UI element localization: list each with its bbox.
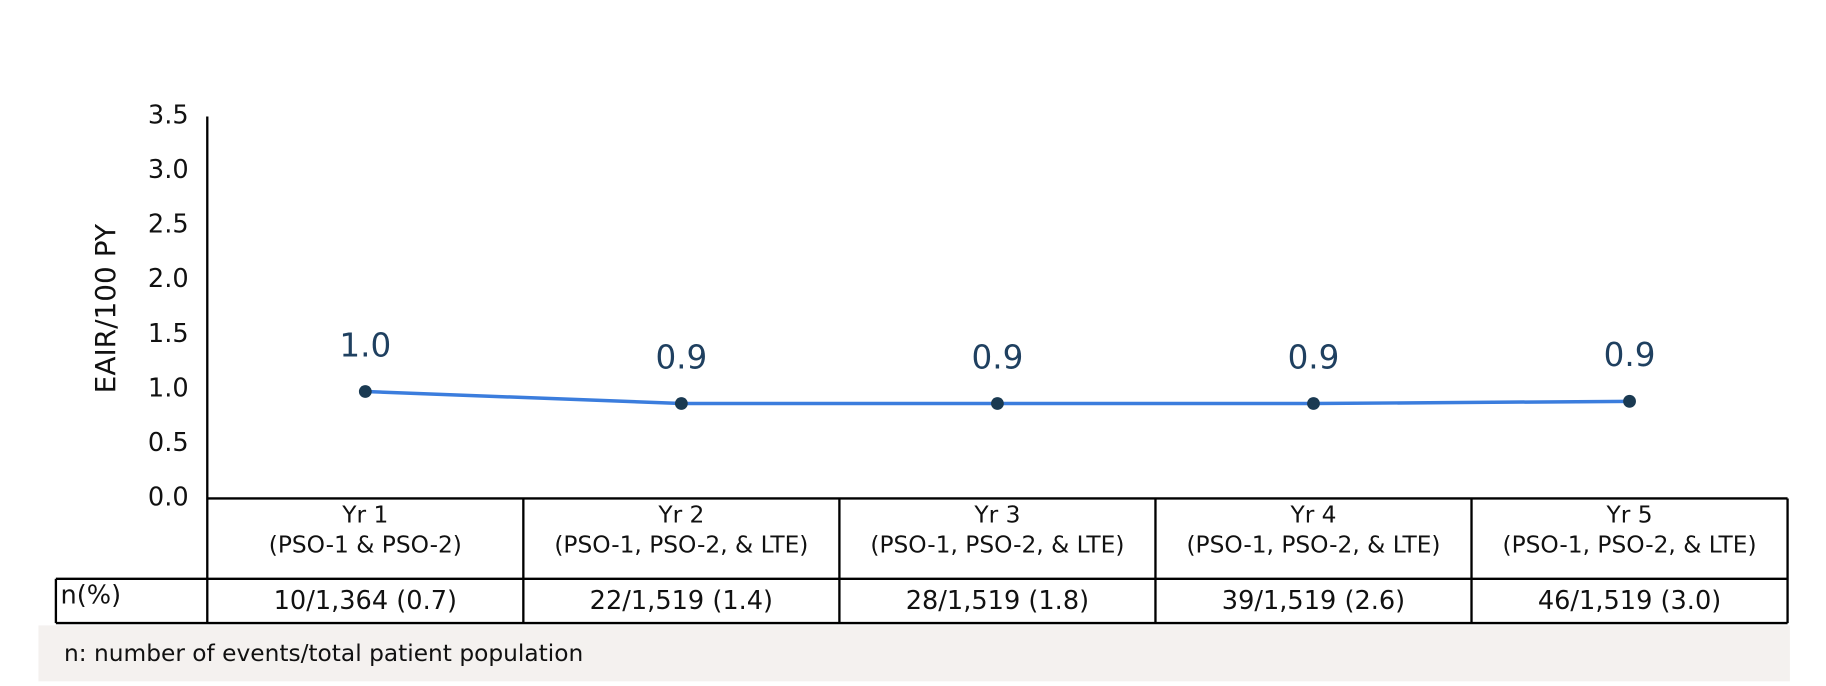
y-axis-label: EAIR/100 PY — [89, 223, 122, 393]
x-tick-label: (PSO-1, PSO-2, & LTE) — [554, 532, 808, 559]
y-tick-label: 0.5 — [148, 428, 189, 458]
table-cell: 22/1,519 (1.4) — [590, 586, 773, 616]
table-cell: 46/1,519 (3.0) — [1538, 586, 1721, 616]
y-tick-label: 1.0 — [148, 373, 189, 403]
footnote-box — [38, 625, 1790, 682]
value-label: 1.0 — [339, 326, 391, 364]
y-tick-label: 0.0 — [148, 482, 189, 512]
footnote: n: number of events/total patient popula… — [64, 640, 583, 667]
x-tick-label: (PSO-1, PSO-2, & LTE) — [1503, 532, 1757, 559]
y-tick-label: 3.0 — [148, 155, 189, 185]
point — [1307, 397, 1320, 410]
y-tick-label: 2.0 — [148, 264, 189, 294]
y-tick-label: 1.5 — [148, 319, 189, 349]
value-label: 0.9 — [1604, 336, 1656, 374]
value-label: 0.9 — [655, 338, 707, 376]
x-tick-label: Yr 1 — [341, 501, 388, 528]
x-tick-label: Yr 3 — [973, 501, 1020, 528]
x-tick-label: Yr 2 — [657, 501, 704, 528]
x-tick-label: (PSO-1, PSO-2, & LTE) — [1186, 532, 1440, 559]
x-tick-label: Yr 4 — [1289, 501, 1336, 528]
x-tick-label: (PSO-1, PSO-2, & LTE) — [870, 532, 1124, 559]
point — [991, 397, 1004, 410]
x-tick-label: Yr 5 — [1606, 501, 1653, 528]
value-label: 0.9 — [972, 338, 1024, 376]
point — [358, 385, 372, 398]
y-tick-label: 2.5 — [148, 210, 189, 240]
table-cell: 39/1,519 (2.6) — [1222, 586, 1405, 616]
point — [674, 397, 688, 410]
table-cell: 28/1,519 (1.8) — [906, 586, 1089, 616]
y-tick-label: 3.5 — [148, 100, 189, 130]
row-label: n(%) — [61, 580, 122, 610]
table-cell: 10/1,364 (0.7) — [274, 586, 457, 616]
x-tick-label: (PSO-1 & PSO-2) — [269, 532, 462, 559]
value-label: 0.9 — [1288, 338, 1340, 376]
point — [1623, 394, 1636, 408]
